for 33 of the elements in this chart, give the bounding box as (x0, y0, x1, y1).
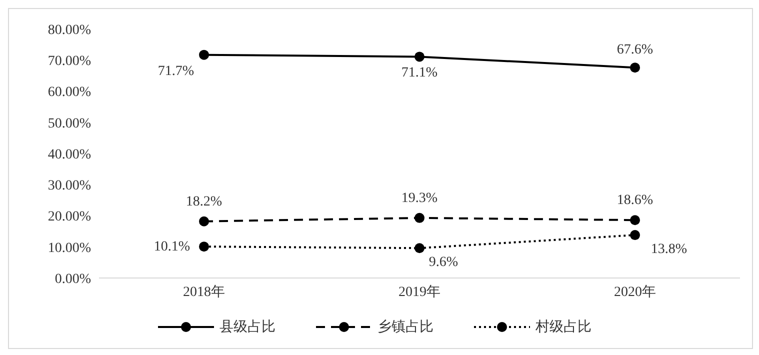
x-tick-label: 2020年 (614, 284, 656, 300)
point (414, 212, 424, 223)
y-tick-label: 0.00% (54, 272, 92, 287)
data-label: 71.7% (158, 64, 194, 79)
data-label: 10.1% (154, 240, 190, 255)
data-label: 67.6% (616, 42, 654, 58)
legend-label: 村级占比 (536, 318, 592, 336)
point (630, 215, 640, 226)
legend-label: 县级占比 (220, 318, 276, 336)
y-tick-label: 80.00% (48, 22, 92, 38)
point (414, 243, 424, 254)
y-tick-label: 60.00% (48, 85, 92, 100)
y-tick-label: 70.00% (48, 54, 92, 70)
y-tick-label: 30.00% (48, 178, 92, 194)
x-tick-label: 2019年 (398, 284, 440, 300)
y-tick-label: 10.00% (48, 240, 92, 256)
point (630, 230, 640, 240)
data-label: 13.8% (650, 242, 688, 258)
point (414, 52, 424, 62)
point (199, 216, 209, 226)
point (630, 62, 640, 73)
y-tick-label: 50.00% (48, 116, 92, 132)
data-label: 18.6% (616, 193, 654, 208)
y-tick-label: 40.00% (48, 147, 92, 162)
legend-label: 乡镇占比 (378, 318, 434, 336)
data-label: 19.3% (401, 190, 438, 206)
data-label: 9.6% (428, 255, 458, 270)
data-label: 71.1% (401, 66, 438, 81)
x-tick-label: 2018年 (183, 284, 225, 300)
y-tick-label: 20.00% (48, 210, 92, 225)
point (199, 50, 209, 60)
data-label: 18.2% (186, 194, 222, 210)
point (199, 242, 209, 252)
